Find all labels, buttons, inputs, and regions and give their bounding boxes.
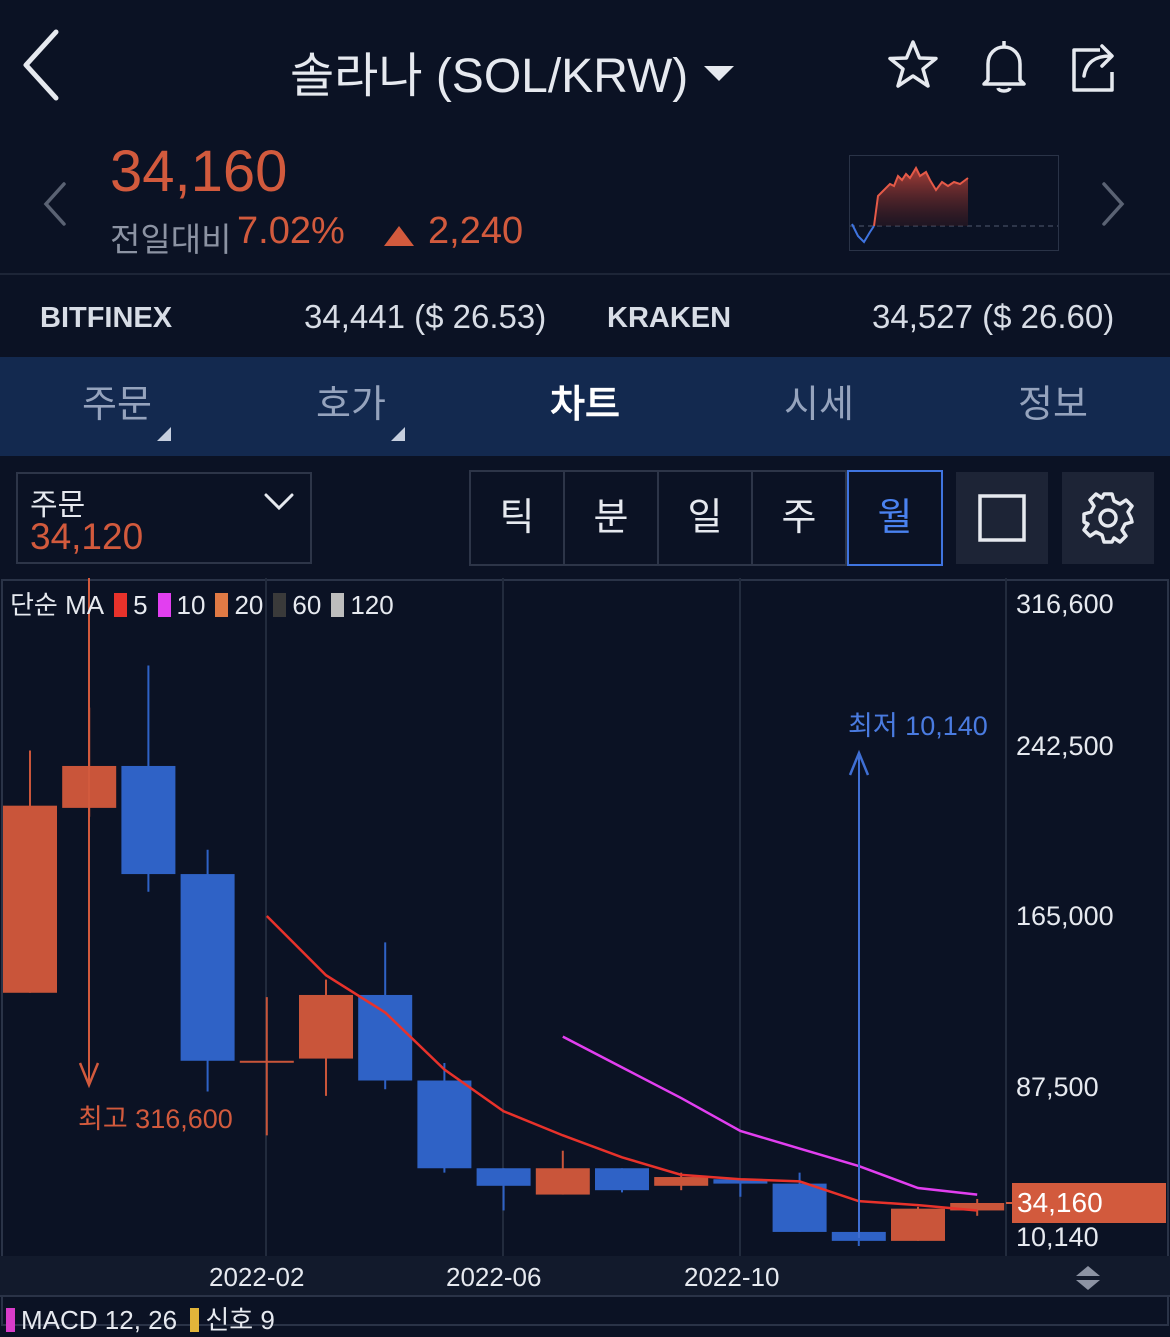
change-label: 전일대비 xyxy=(110,221,232,258)
candle-body xyxy=(299,994,353,1059)
current-price: 34,160 xyxy=(110,139,288,204)
prev-coin-chevron-icon[interactable] xyxy=(40,180,70,228)
legend-swatch-ma5 xyxy=(114,593,128,617)
legend-swatch-ma20 xyxy=(215,593,229,617)
order-select-value: 34,120 xyxy=(30,516,144,557)
legend-label-ma5: 5 xyxy=(133,590,148,620)
macd-label: MACD 12, 26 xyxy=(21,1305,178,1335)
up-triangle-icon xyxy=(384,226,414,246)
axis-resize-icon[interactable] xyxy=(1074,1264,1102,1292)
legend-label-ma10: 10 xyxy=(176,590,206,620)
signal-label: 신호 9 xyxy=(205,1305,275,1335)
app-header: 솔라나 (SOL/KRW) xyxy=(0,0,1170,135)
candle-body xyxy=(772,1183,827,1232)
candle-body xyxy=(3,805,57,993)
gear-icon xyxy=(1082,492,1134,544)
exchange-name-kraken: KRAKEN xyxy=(607,302,732,334)
legend-label-ma20: 20 xyxy=(234,590,264,620)
y-tick-label: 87,500 xyxy=(1016,1072,1099,1102)
macd-legend: MACD 12, 26 신호 9 xyxy=(6,1300,275,1337)
market-title-text: 솔라나 (SOL/KRW) xyxy=(290,50,689,103)
candle-body xyxy=(891,1208,945,1241)
y-tick-label: 242,500 xyxy=(1016,731,1114,761)
high-arrow-head xyxy=(78,1062,100,1089)
tab-label: 호가 xyxy=(316,384,386,426)
candle-body xyxy=(595,1168,649,1191)
candle-body xyxy=(654,1177,709,1186)
legend-label-ma60: 60 xyxy=(292,590,322,620)
ma-legend: 단순 MA 5 10 20 60 120 xyxy=(10,585,394,622)
exchange-value-bitfinex: 34,441 ($ 26.53) xyxy=(304,298,547,335)
legend-swatch-ma120 xyxy=(331,593,345,617)
period-tick[interactable]: 틱 xyxy=(471,472,565,564)
candlestick-chart[interactable] xyxy=(0,578,1170,1327)
share-icon[interactable] xyxy=(1064,36,1124,96)
candle-body xyxy=(417,1080,472,1169)
submenu-corner-icon xyxy=(391,427,405,441)
period-month[interactable]: 월 xyxy=(847,470,943,566)
legend-swatch-ma60 xyxy=(273,593,287,617)
order-select-label: 주문 xyxy=(30,489,86,522)
tab-order[interactable]: 주문 xyxy=(0,357,234,456)
period-selector: 틱 분 일 주 월 xyxy=(469,470,943,566)
axis-min-label: 10,140 xyxy=(1016,1222,1099,1252)
low-price-annotation: 최저 10,140 xyxy=(848,711,988,741)
change-amount: 2,240 xyxy=(428,210,524,252)
macd-swatch xyxy=(6,1308,15,1332)
candle-body xyxy=(239,1060,294,1063)
period-day[interactable]: 일 xyxy=(659,472,753,564)
tab-chart[interactable]: 차트 xyxy=(468,357,702,456)
exchange-value-kraken: 34,527 ($ 26.60) xyxy=(872,298,1115,335)
x-tick-label: 2022-06 xyxy=(446,1262,542,1292)
period-minute[interactable]: 분 xyxy=(565,472,659,564)
submenu-corner-icon xyxy=(157,427,171,441)
main-tabs: 주문 호가 차트 시세 정보 xyxy=(0,357,1170,456)
y-tick-label: 316,600 xyxy=(1016,589,1114,619)
legend-label-ma120: 120 xyxy=(350,590,394,620)
chart-frame xyxy=(1,579,1169,1326)
ma-legend-prefix: 단순 MA xyxy=(10,590,105,620)
exchange-name-bitfinex: BITFINEX xyxy=(40,302,173,334)
next-coin-chevron-icon[interactable] xyxy=(1098,180,1128,228)
divider xyxy=(0,273,1170,275)
mini-price-chart[interactable] xyxy=(849,155,1059,251)
tab-label: 시세 xyxy=(784,384,854,426)
tab-quotes[interactable]: 시세 xyxy=(702,357,936,456)
candle-body xyxy=(476,1168,531,1186)
candle-body xyxy=(121,765,176,875)
fullscreen-button[interactable] xyxy=(956,472,1048,564)
candle-body xyxy=(358,994,413,1081)
change-percent: 7.02% xyxy=(237,210,345,252)
tab-orderbook[interactable]: 호가 xyxy=(234,357,468,456)
chevron-down-icon xyxy=(264,492,294,512)
dropdown-caret-icon xyxy=(704,65,735,81)
order-price-select[interactable]: 주문 34,120 xyxy=(16,472,312,564)
star-icon[interactable] xyxy=(883,36,943,96)
tab-info[interactable]: 정보 xyxy=(936,357,1170,456)
chart-settings-button[interactable] xyxy=(1062,472,1154,564)
candle-body xyxy=(713,1179,768,1184)
signal-swatch xyxy=(190,1308,200,1332)
market-title[interactable]: 솔라나 (SOL/KRW) xyxy=(290,36,735,106)
x-tick-label: 2022-10 xyxy=(684,1262,780,1292)
bell-icon[interactable] xyxy=(974,36,1034,96)
current-price-tag: 34,160 xyxy=(1012,1183,1166,1223)
tab-label: 정보 xyxy=(1018,384,1088,426)
back-chevron-icon[interactable] xyxy=(18,28,68,102)
candle-body xyxy=(535,1168,590,1195)
period-week[interactable]: 주 xyxy=(753,472,847,564)
low-arrow-head xyxy=(848,749,870,776)
time-axis-band xyxy=(0,1256,1170,1296)
candle-body xyxy=(180,874,235,1061)
candle-body xyxy=(950,1203,1005,1211)
high-price-annotation: 최고 316,600 xyxy=(78,1104,233,1134)
x-tick-label: 2022-02 xyxy=(209,1262,305,1292)
tab-label: 차트 xyxy=(550,384,620,426)
tab-label: 주문 xyxy=(82,384,152,426)
legend-swatch-ma10 xyxy=(157,593,171,617)
y-tick-label: 165,000 xyxy=(1016,901,1114,931)
ma10-line xyxy=(562,1035,978,1196)
